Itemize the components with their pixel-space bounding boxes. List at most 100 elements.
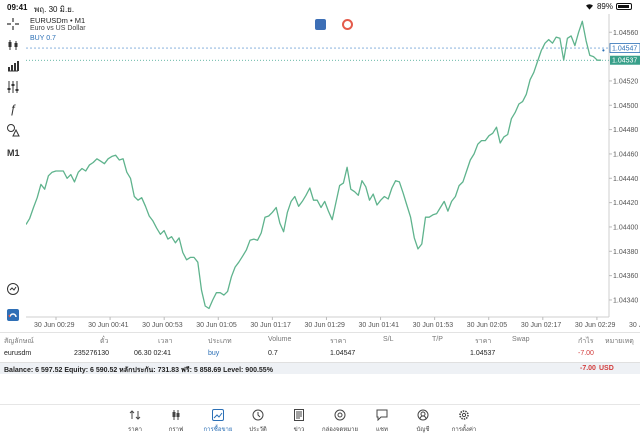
position-marker: • (602, 46, 605, 55)
table-cell: 235276130 (74, 350, 110, 357)
battery-icon (616, 3, 632, 10)
nav-label: ราคา (128, 427, 142, 433)
trade-table: สัญลักษณ์ ตั๋ว เวลา ประเภท Volume ราคา S/L T/P ร… (0, 332, 640, 376)
time-tick-label: 30 Jun 02:29 (575, 322, 616, 329)
price-tick-label: 1.04420 (613, 200, 638, 207)
nav-label: แชท (376, 427, 388, 433)
nav-item-3[interactable]: ประวัติ (238, 409, 278, 434)
price-tick-label: 1.04400 (613, 224, 638, 231)
position-buy-label[interactable]: BUY 0.7 (30, 35, 56, 42)
nav-item-2[interactable]: การซื้อขาย (198, 409, 238, 434)
time-tick-label: 30 Jun 01:29 (304, 322, 345, 329)
price-series-line (26, 20, 601, 310)
nav-item-5[interactable]: กล่องจดหมาย (320, 409, 360, 434)
timeframes-bars-icon[interactable] (6, 59, 20, 73)
column-header: ราคา (330, 338, 347, 345)
candles-icon (172, 410, 180, 420)
chart-type-candles-icon[interactable] (6, 38, 20, 52)
nav-label: กราฟ (168, 427, 184, 433)
nav-label: การตั้งค่า (451, 427, 477, 433)
indicators-sliders-icon[interactable] (6, 80, 20, 94)
column-header: หมายเหตุ (605, 338, 634, 345)
account-icon (417, 409, 429, 421)
table-cell: 06.30 02:41 (134, 350, 171, 357)
chart-toolbar: ƒ M1 (0, 14, 26, 332)
objects-shapes-icon[interactable] (6, 123, 20, 137)
table-cell: 0.7 (268, 350, 278, 357)
price-tick-label: 1.04340 (613, 297, 638, 304)
price-tick-label: 1.04460 (613, 151, 638, 158)
time-tick-label: 30 Jun 02:17 (521, 322, 562, 329)
time-tick-label: 30 Jun 01:53 (413, 322, 454, 329)
price-tick-label: 1.04560 (613, 30, 638, 37)
symbol-title[interactable]: EURUSDm • M1 (30, 16, 86, 25)
table-cell: buy (208, 350, 220, 357)
nav-item-6[interactable]: แชท (362, 409, 402, 434)
table-header: สัญลักษณ์ ตั๋ว เวลา ประเภท Volume ราคา S/L T/P ร… (0, 332, 640, 346)
price-tick-label: 1.04520 (613, 78, 638, 85)
column-header: สัญลักษณ์ (4, 338, 34, 345)
mailbox-at-icon (334, 409, 346, 421)
nav-label: ข่าว (293, 427, 305, 433)
wifi-icon (585, 4, 593, 10)
function-f-icon[interactable]: ƒ (9, 102, 17, 116)
settings-gear-icon (459, 410, 469, 420)
nav-item-1[interactable]: กราฟ (156, 409, 196, 434)
battery-percent: 89% (596, 2, 613, 11)
price-tick-label: 1.04480 (613, 127, 638, 134)
table-cell: -7.00 (578, 350, 594, 357)
nav-item-0[interactable]: ราคา (115, 409, 155, 434)
time-tick-label: 30 Jun 01:05 (196, 322, 237, 329)
chat-icon (376, 409, 388, 421)
table-row[interactable]: eurusdm 235276130 06.30 02:41 buy 0.7 1.04547… (0, 347, 640, 361)
crosshair-icon[interactable] (6, 17, 20, 31)
column-header: ประเภท (208, 338, 232, 345)
column-header: Swap (512, 336, 530, 343)
table-cell: eurusdm (4, 350, 32, 357)
history-clock-icon (252, 409, 264, 421)
refresh-ring-icon[interactable] (342, 19, 353, 30)
column-header: S/L (383, 336, 394, 343)
price-tick-label: 1.04380 (613, 249, 638, 256)
quotes-arrows-icon (129, 410, 141, 420)
status-right: 89% (585, 2, 632, 11)
symbol-description: Euro vs US Dollar (30, 25, 86, 32)
one-click-trading-icon[interactable] (315, 19, 326, 30)
table-cell: 1.04537 (470, 350, 496, 357)
open-price-box (609, 43, 640, 53)
balance-text: Balance: 6 597.52 Equity: 6 590.52 หลักป… (4, 367, 273, 374)
battery-level (618, 5, 629, 8)
news-icon (294, 409, 304, 421)
open-price-label: 1.04547 (612, 46, 637, 53)
status-bar: 09:41 พฤ. 30 มิ.ย. 89% (0, 0, 640, 14)
nav-item-4[interactable]: ข่าว (279, 409, 319, 434)
price-tick-label: 1.04360 (613, 273, 638, 280)
time-tick-label: 30 Jun 02:05 (467, 322, 508, 329)
time-tick-label: 30 Jun 00:41 (88, 322, 129, 329)
time-tick-label: 30 Jun 00:53 (142, 322, 183, 329)
account-currency: USD (599, 365, 614, 372)
timeframe-label[interactable]: M1 (7, 148, 20, 158)
status-date: พฤ. 30 มิ.ย. (34, 5, 75, 14)
price-tick-label: 1.04440 (613, 176, 638, 183)
nav-label: กล่องจดหมาย (321, 427, 359, 433)
status-time: 09:41 (7, 3, 28, 12)
price-tick-label: 1.04500 (613, 103, 638, 110)
trade-panel-logo-icon[interactable] (6, 308, 20, 322)
chart-zoom-icon[interactable] (6, 282, 20, 296)
column-header: กำไร (578, 338, 594, 345)
nav-label: ประวัติ (249, 427, 267, 433)
chart-canvas[interactable]: 1.04560 1.04520 1.04500 1.04480 1.04460 1.044… (26, 14, 640, 332)
total-profit: -7.00 (580, 365, 596, 372)
balance-bar: Balance: 6 597.52 Equity: 6 590.52 หลักป… (0, 362, 640, 374)
time-tick-label: 30 Jun 00:29 (34, 322, 75, 329)
table-cell: 1.04547 (330, 350, 356, 357)
nav-label: บัญชี (416, 427, 430, 433)
bid-price-box (610, 55, 640, 65)
nav-item-8[interactable]: การตั้งค่า (444, 409, 484, 434)
trade-line-icon (212, 409, 224, 421)
price-chart[interactable]: 1.04560 1.04520 1.04500 1.04480 1.04460 1.044… (26, 14, 640, 332)
time-tick-label: 30 Jun 01:41 (359, 322, 400, 329)
nav-item-7[interactable]: บัญชี (403, 409, 443, 434)
column-header: ตั๋ว (100, 338, 109, 345)
